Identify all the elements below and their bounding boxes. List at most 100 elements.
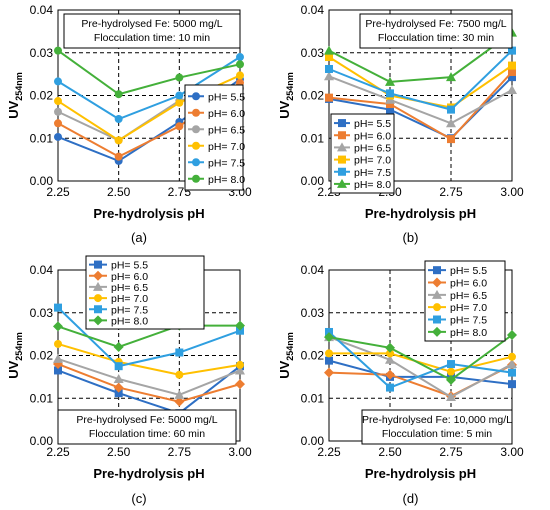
y-axis-label-subscript: 254nm [14,72,24,101]
data-point [53,353,63,363]
x-axis-label: Pre-hydrolysis pH [93,466,204,481]
data-point [113,382,124,393]
y-tick-label: 0.01 [301,131,325,145]
legend-swatch-marker [338,119,346,128]
data-point [54,366,62,375]
data-point [114,152,123,161]
legend-swatch-marker [432,289,442,299]
y-tick-label: 0.00 [301,174,325,188]
y-axis-label-main: UV [277,360,292,378]
data-point [385,354,395,364]
data-point [175,348,184,357]
data-point [386,100,394,109]
data-point [235,379,245,390]
y-axis-label: UV254nm [277,332,295,379]
y-axis-label-main: UV [6,100,21,118]
data-point [325,64,333,73]
legend-swatch-marker [93,281,103,291]
series-line [57,363,241,403]
data-point [236,71,244,80]
y-tick-label: 0.04 [301,263,325,277]
y-tick-label: 0.03 [30,46,54,60]
data-point [447,105,455,114]
x-axis-label: Pre-hydrolysis pH [93,206,204,221]
legend-entry: pH= 7.0 [450,302,487,314]
series-line [328,336,513,399]
data-point [54,46,62,55]
y-axis-label-subscript: 254nm [285,332,295,361]
legend-swatch-marker [338,167,346,176]
y-axis-label: UV254nm [6,72,24,119]
annotation-text: Pre-hydrolysed Fe: 7500 mg/L [365,18,506,30]
data-point [446,118,456,128]
panel-label: (a) [131,230,147,245]
data-point [175,122,184,131]
data-point [54,97,62,106]
data-point [325,349,333,358]
legend-swatch-marker [337,142,347,152]
series-line [328,49,513,111]
y-tick-label: 0.00 [301,434,325,448]
x-tick-label: 2.25 [317,445,341,459]
x-tick-label: 2.50 [107,445,131,459]
chart-panel-1: 0.000.010.020.030.042.25 2.50 2.75 3.00Pre-… [6,3,252,245]
chart-panel-3: 0.00 0.01 0.02 0.03 0.04 2.25 2.50 2.75 3.00 Pre-… [6,255,252,506]
data-point [175,98,184,107]
series-line [57,324,240,349]
data-point [54,303,62,312]
y-tick-label: 0.04 [30,263,54,277]
data-point [447,367,455,376]
y-tick-label: 0.00 [30,434,54,448]
data-point [174,396,185,407]
series-line [57,357,241,396]
y-axis-label-subscript: 254nm [14,332,24,361]
y-tick-label: 0.03 [301,46,325,60]
data-point [235,320,245,331]
legend: pH= 5.5pH= 6.0pH= 6.5pH= 7.0pH= 7.5pH= 8… [330,113,395,194]
legend-swatch-marker [94,305,102,314]
data-point [508,61,516,70]
panel-label: (b) [403,230,419,245]
y-tick-label: 0.03 [301,306,325,320]
panel-label: (d) [403,491,419,506]
data-point [54,119,62,128]
data-point [324,71,334,81]
y-axis-label: UV254nm [6,332,24,379]
data-point [324,45,334,55]
legend-swatch-marker [338,155,346,164]
data-point [325,53,333,62]
legend-entry: pH= 7.5 [111,304,148,316]
series-line [328,331,513,389]
legend-entry: pH= 6.0 [354,130,391,142]
data-point [446,374,456,385]
data-point [235,365,245,375]
legend-entry: pH= 6.0 [111,271,148,283]
y-axis-label-subscript: 254nm [285,72,295,101]
y-tick-label: 0.04 [30,3,54,17]
data-point [114,136,123,145]
data-point [236,60,244,69]
y-axis-label-main: UV [277,100,292,118]
x-tick-label: 3.00 [500,445,524,459]
series-6 [54,46,244,99]
series-5 [54,53,244,124]
data-point [508,67,516,76]
series-line [57,365,241,415]
data-point [324,367,334,378]
x-tick-label: 2.75 [168,445,192,459]
series-4 [325,349,516,376]
x-axis-label: Pre-hydrolysis pH [365,206,476,221]
x-tick-label: 2.25 [46,445,70,459]
legend-entry: pH= 5.5 [354,118,391,130]
data-point [325,327,333,336]
legend-swatch-marker [94,294,102,303]
x-tick-label: 3.00 [228,445,252,459]
data-point [114,362,123,371]
series-line [329,352,513,373]
y-tick-label: 0.04 [301,3,325,17]
data-point [508,352,516,361]
series-6 [324,329,517,385]
legend-swatch-marker [337,178,347,188]
legend-entry: pH= 6.5 [354,142,391,154]
